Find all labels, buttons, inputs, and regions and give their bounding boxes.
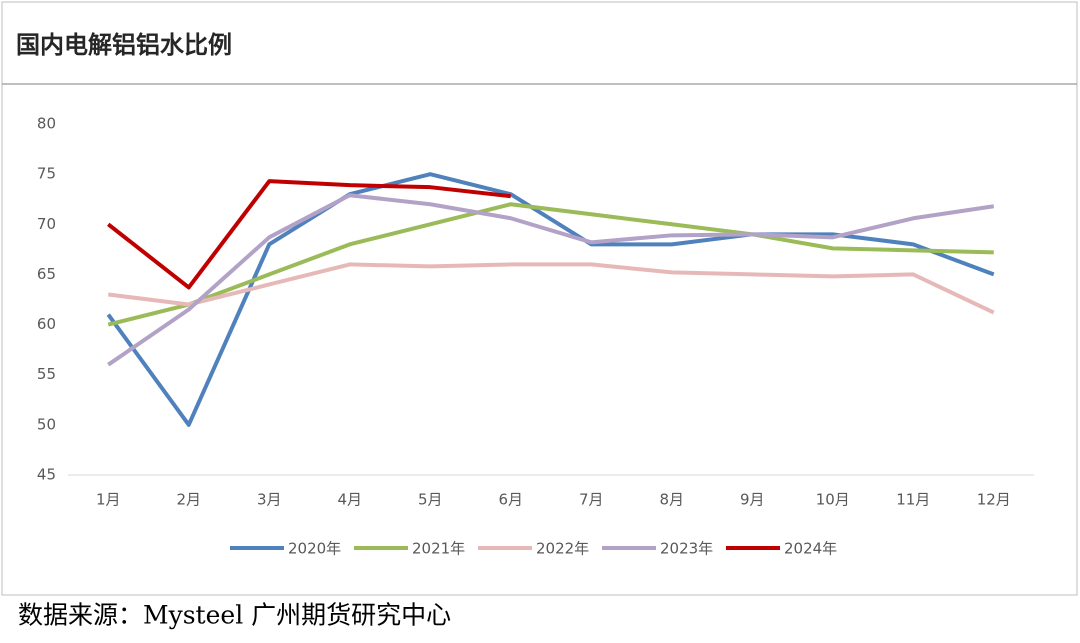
x-tick-label: 2月	[176, 491, 201, 509]
x-tick-label: 10月	[816, 491, 850, 509]
x-tick-label: 5月	[418, 491, 443, 509]
series-line	[106, 172, 995, 427]
y-tick-label: 75	[37, 165, 56, 183]
legend-label: 2020年	[288, 540, 341, 558]
x-tick-label: 9月	[740, 491, 765, 509]
series-line	[107, 202, 994, 327]
series-line	[107, 179, 511, 290]
x-tick-label: 3月	[257, 491, 282, 509]
y-tick-label: 80	[37, 115, 56, 133]
source-note: 数据来源：Mysteel 广州期货研究中心	[18, 601, 451, 630]
series-line	[107, 193, 995, 367]
x-tick-label: 11月	[896, 491, 930, 509]
x-tick-label: 12月	[977, 491, 1011, 509]
y-tick-label: 70	[37, 215, 56, 233]
legend-label: 2021年	[412, 540, 465, 558]
y-tick-label: 65	[37, 265, 56, 283]
legend-label: 2023年	[660, 540, 713, 558]
chart-title: 国内电解铝铝水比例	[16, 31, 232, 59]
x-tick-label: 4月	[337, 491, 362, 509]
y-tick-label: 50	[37, 415, 56, 433]
x-tick-label: 1月	[96, 491, 121, 509]
x-tick-label: 7月	[579, 491, 604, 509]
legend-label: 2022年	[536, 540, 589, 558]
y-tick-label: 60	[37, 315, 56, 333]
x-tick-label: 6月	[498, 491, 523, 509]
x-tick-label: 8月	[659, 491, 684, 509]
y-tick-label: 55	[37, 365, 56, 383]
legend-label: 2024年	[784, 540, 837, 558]
frame	[1, 1, 1078, 596]
series-line	[108, 262, 995, 315]
y-tick-label: 45	[37, 466, 56, 484]
